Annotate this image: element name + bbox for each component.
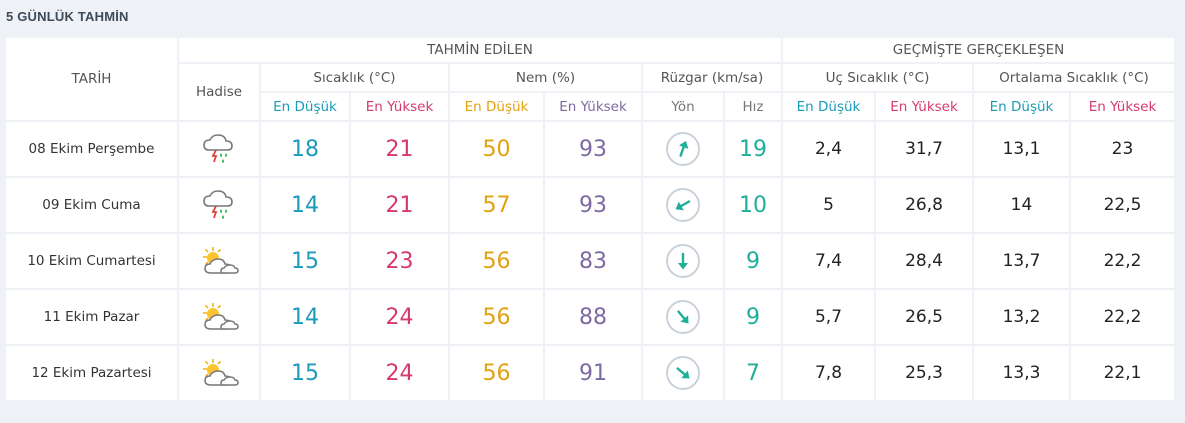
row-extreme-low: 7,8 bbox=[783, 346, 874, 400]
header-hadise: Hadise bbox=[179, 64, 259, 120]
row-average-high: 22,1 bbox=[1071, 346, 1174, 400]
header-extreme-high: En Yüksek bbox=[876, 93, 972, 120]
header-uc-sicaklik: Uç Sıcaklık (°C) bbox=[783, 64, 972, 91]
row-temp-low: 18 bbox=[261, 122, 349, 176]
row-wind-direction bbox=[643, 346, 723, 400]
row-temp-low: 14 bbox=[261, 178, 349, 232]
row-humidity-high: 93 bbox=[545, 122, 641, 176]
thunderstorm-rain-icon bbox=[179, 122, 259, 176]
wind-compass-ring bbox=[666, 300, 700, 334]
row-extreme-high: 26,8 bbox=[876, 178, 972, 232]
header-temp-high: En Yüksek bbox=[351, 93, 448, 120]
row-wind-direction bbox=[643, 122, 723, 176]
header-humidity-high: En Yüksek bbox=[545, 93, 641, 120]
row-extreme-low: 7,4 bbox=[783, 234, 874, 288]
row-wind-speed: 10 bbox=[725, 178, 781, 232]
forecast-table: TARİH TAHMİN EDİLEN GEÇMİŞTE GERÇEKLEŞEN… bbox=[6, 38, 1174, 400]
row-humidity-low: 50 bbox=[450, 122, 543, 176]
row-wind-speed: 9 bbox=[725, 290, 781, 344]
partly-cloudy-icon bbox=[179, 346, 259, 400]
section-title: 5 GÜNLÜK TAHMİN bbox=[6, 9, 129, 24]
row-average-high: 22,5 bbox=[1071, 178, 1174, 232]
row-temp-high: 24 bbox=[351, 346, 448, 400]
row-temp-high: 23 bbox=[351, 234, 448, 288]
row-extreme-high: 28,4 bbox=[876, 234, 972, 288]
row-humidity-high: 88 bbox=[545, 290, 641, 344]
row-humidity-high: 83 bbox=[545, 234, 641, 288]
header-ortalama-sicaklik: Ortalama Sıcaklık (°C) bbox=[974, 64, 1174, 91]
row-temp-low: 14 bbox=[261, 290, 349, 344]
row-wind-direction bbox=[643, 234, 723, 288]
wind-arrow-icon bbox=[678, 141, 689, 157]
row-wind-speed: 9 bbox=[725, 234, 781, 288]
row-extreme-high: 31,7 bbox=[876, 122, 972, 176]
row-humidity-low: 56 bbox=[450, 290, 543, 344]
header-sicaklik: Sıcaklık (°C) bbox=[261, 64, 448, 91]
row-average-high: 23 bbox=[1071, 122, 1174, 176]
header-tarih: TARİH bbox=[6, 38, 177, 120]
row-extreme-low: 5 bbox=[783, 178, 874, 232]
row-date: 09 Ekim Cuma bbox=[6, 178, 177, 232]
wind-compass-ring bbox=[666, 188, 700, 222]
thunderstorm-rain-icon bbox=[179, 178, 259, 232]
row-humidity-high: 91 bbox=[545, 346, 641, 400]
header-extreme-low: En Düşük bbox=[783, 93, 874, 120]
row-temp-low: 15 bbox=[261, 234, 349, 288]
wind-arrow-icon bbox=[676, 367, 690, 379]
header-wind-speed: Hız bbox=[725, 93, 781, 120]
wind-compass-ring bbox=[666, 356, 700, 390]
row-extreme-low: 2,4 bbox=[783, 122, 874, 176]
row-humidity-high: 93 bbox=[545, 178, 641, 232]
row-date: 12 Ekim Pazartesi bbox=[6, 346, 177, 400]
wind-compass-ring bbox=[666, 244, 700, 278]
wind-arrow-icon bbox=[678, 252, 688, 270]
wind-compass-ring bbox=[666, 132, 700, 166]
header-wind-direction: Yön bbox=[643, 93, 723, 120]
row-date: 11 Ekim Pazar bbox=[6, 290, 177, 344]
row-humidity-low: 56 bbox=[450, 234, 543, 288]
row-temp-high: 21 bbox=[351, 178, 448, 232]
wind-arrow-icon bbox=[675, 200, 691, 211]
partly-cloudy-icon bbox=[179, 290, 259, 344]
header-ruzgar: Rüzgar (km/sa) bbox=[643, 64, 781, 91]
row-wind-speed: 19 bbox=[725, 122, 781, 176]
row-temp-low: 15 bbox=[261, 346, 349, 400]
header-humidity-low: En Düşük bbox=[450, 93, 543, 120]
row-humidity-low: 56 bbox=[450, 346, 543, 400]
row-average-high: 22,2 bbox=[1071, 234, 1174, 288]
partly-cloudy-icon bbox=[179, 234, 259, 288]
row-average-low: 13,7 bbox=[974, 234, 1069, 288]
row-date: 08 Ekim Perşembe bbox=[6, 122, 177, 176]
row-wind-direction bbox=[643, 178, 723, 232]
header-tahmin-edilen: TAHMİN EDİLEN bbox=[179, 38, 781, 62]
row-average-high: 22,2 bbox=[1071, 290, 1174, 344]
row-average-low: 13,3 bbox=[974, 346, 1069, 400]
header-gecmiste-gerceklesen: GEÇMİŞTE GERÇEKLEŞEN bbox=[783, 38, 1174, 62]
row-extreme-high: 25,3 bbox=[876, 346, 972, 400]
row-humidity-low: 57 bbox=[450, 178, 543, 232]
row-wind-speed: 7 bbox=[725, 346, 781, 400]
header-average-high: En Yüksek bbox=[1071, 93, 1174, 120]
header-nem: Nem (%) bbox=[450, 64, 641, 91]
row-average-low: 13,1 bbox=[974, 122, 1069, 176]
row-temp-high: 21 bbox=[351, 122, 448, 176]
wind-arrow-icon bbox=[677, 310, 689, 324]
row-average-low: 13,2 bbox=[974, 290, 1069, 344]
row-temp-high: 24 bbox=[351, 290, 448, 344]
row-average-low: 14 bbox=[974, 178, 1069, 232]
row-date: 10 Ekim Cumartesi bbox=[6, 234, 177, 288]
row-extreme-low: 5,7 bbox=[783, 290, 874, 344]
row-extreme-high: 26,5 bbox=[876, 290, 972, 344]
header-temp-low: En Düşük bbox=[261, 93, 349, 120]
header-average-low: En Düşük bbox=[974, 93, 1069, 120]
row-wind-direction bbox=[643, 290, 723, 344]
